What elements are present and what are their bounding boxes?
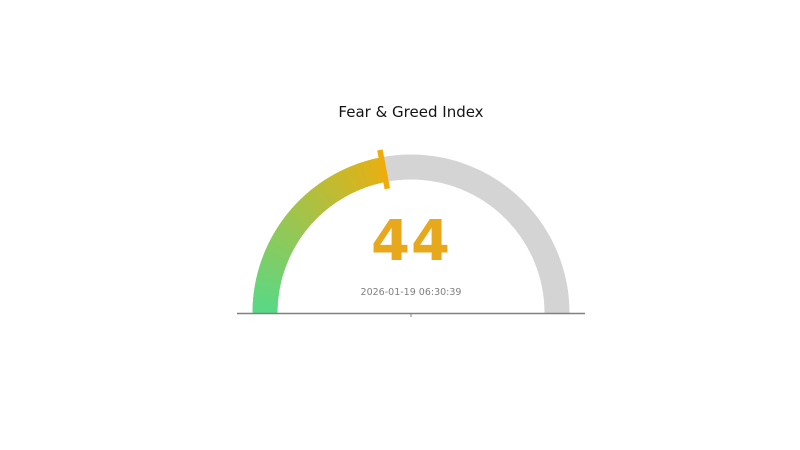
chart-title: Fear & Greed Index	[338, 103, 484, 121]
timestamp-label: 2026-01-19 06:30:39	[360, 287, 462, 298]
gauge-value: 44	[371, 209, 451, 274]
gauge-needle	[377, 149, 390, 190]
